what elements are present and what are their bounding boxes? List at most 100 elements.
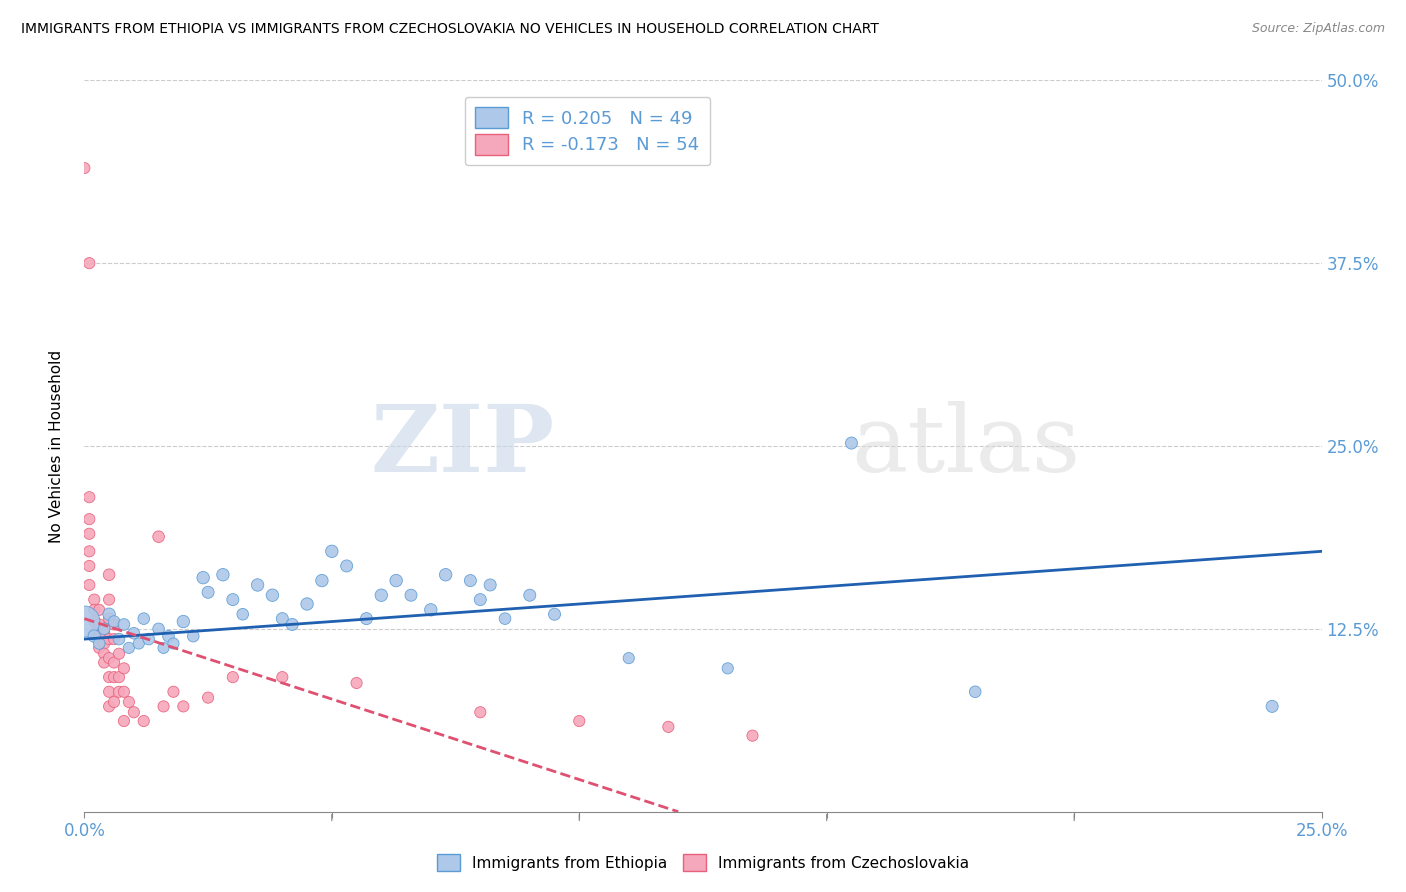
Point	[138, 632, 160, 646]
Point	[73, 615, 96, 629]
Point	[98, 670, 121, 684]
Point	[212, 567, 235, 582]
Point	[89, 636, 111, 650]
Point	[108, 670, 131, 684]
Point	[1261, 699, 1284, 714]
Point	[108, 685, 131, 699]
Point	[460, 574, 482, 588]
Point	[346, 676, 368, 690]
Point	[98, 592, 121, 607]
Point	[197, 690, 219, 705]
Point	[93, 626, 115, 640]
Point	[717, 661, 740, 675]
Point	[103, 695, 125, 709]
Point	[79, 526, 101, 541]
Legend: Immigrants from Ethiopia, Immigrants from Czechoslovakia: Immigrants from Ethiopia, Immigrants fro…	[430, 848, 976, 877]
Point	[336, 558, 359, 573]
Text: atlas: atlas	[852, 401, 1081, 491]
Point	[222, 592, 245, 607]
Y-axis label: No Vehicles in Household: No Vehicles in Household	[49, 350, 63, 542]
Point	[197, 585, 219, 599]
Point	[191, 571, 214, 585]
Point	[246, 578, 269, 592]
Point	[494, 612, 516, 626]
Point	[172, 615, 194, 629]
Point	[83, 626, 105, 640]
Point	[83, 603, 105, 617]
Point	[543, 607, 565, 622]
Point	[841, 436, 863, 450]
Point	[112, 661, 135, 675]
Point	[103, 617, 125, 632]
Point	[152, 640, 174, 655]
Point	[112, 617, 135, 632]
Point	[132, 714, 155, 728]
Point	[222, 670, 245, 684]
Point	[271, 670, 294, 684]
Point	[271, 612, 294, 626]
Point	[93, 656, 115, 670]
Text: IMMIGRANTS FROM ETHIOPIA VS IMMIGRANTS FROM CZECHOSLOVAKIA NO VEHICLES IN HOUSEH: IMMIGRANTS FROM ETHIOPIA VS IMMIGRANTS F…	[21, 22, 879, 37]
Point	[98, 651, 121, 665]
Point	[98, 567, 121, 582]
Point	[79, 256, 101, 270]
Point	[321, 544, 343, 558]
Point	[122, 626, 145, 640]
Point	[148, 622, 170, 636]
Point	[79, 490, 101, 504]
Point	[262, 588, 284, 602]
Point	[93, 622, 115, 636]
Point	[79, 544, 101, 558]
Point	[118, 695, 141, 709]
Point	[295, 597, 318, 611]
Point	[470, 592, 492, 607]
Point	[470, 705, 492, 719]
Point	[148, 530, 170, 544]
Point	[98, 607, 121, 622]
Point	[79, 512, 101, 526]
Point	[103, 656, 125, 670]
Point	[741, 729, 763, 743]
Point	[419, 603, 441, 617]
Point	[103, 615, 125, 629]
Point	[108, 632, 131, 646]
Point	[83, 629, 105, 643]
Point	[98, 699, 121, 714]
Point	[232, 607, 254, 622]
Point	[98, 685, 121, 699]
Point	[89, 640, 111, 655]
Point	[617, 651, 640, 665]
Text: Source: ZipAtlas.com: Source: ZipAtlas.com	[1251, 22, 1385, 36]
Point	[98, 632, 121, 646]
Point	[172, 699, 194, 714]
Point	[122, 705, 145, 719]
Point	[281, 617, 304, 632]
Point	[657, 720, 679, 734]
Point	[118, 640, 141, 655]
Point	[519, 588, 541, 602]
Point	[79, 578, 101, 592]
Point	[181, 629, 204, 643]
Point	[89, 629, 111, 643]
Point	[108, 647, 131, 661]
Point	[103, 670, 125, 684]
Point	[568, 714, 591, 728]
Point	[370, 588, 392, 602]
Text: ZIP: ZIP	[370, 401, 554, 491]
Point	[311, 574, 333, 588]
Point	[965, 685, 987, 699]
Point	[385, 574, 408, 588]
Point	[79, 558, 101, 573]
Point	[93, 647, 115, 661]
Point	[399, 588, 422, 602]
Point	[103, 632, 125, 646]
Point	[83, 615, 105, 629]
Point	[93, 636, 115, 650]
Point	[112, 714, 135, 728]
Point	[83, 592, 105, 607]
Point	[128, 636, 150, 650]
Point	[132, 612, 155, 626]
Point	[73, 161, 96, 175]
Point	[112, 685, 135, 699]
Point	[152, 699, 174, 714]
